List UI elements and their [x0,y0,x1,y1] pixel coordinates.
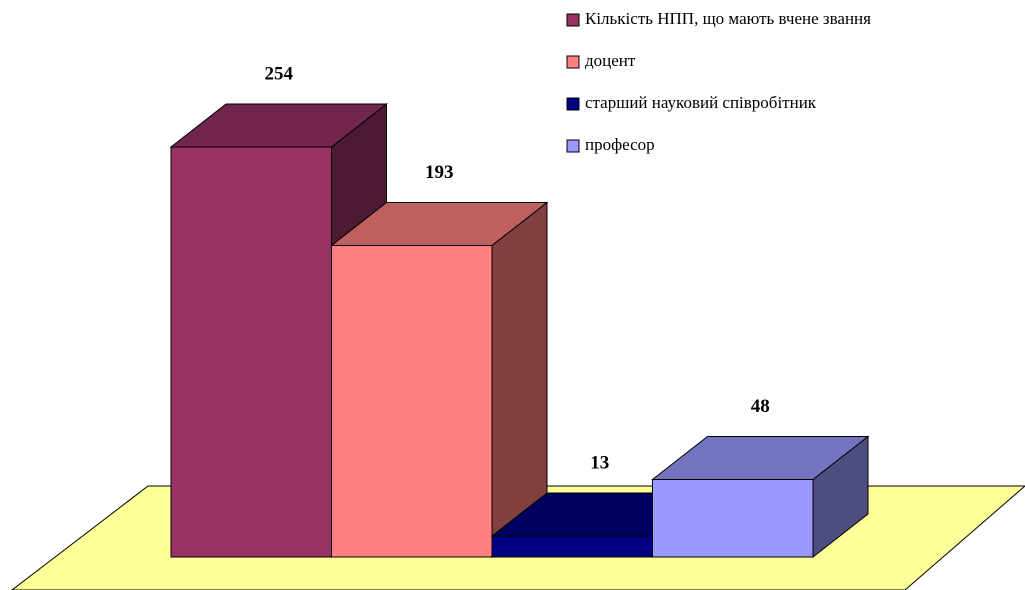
legend-swatch [566,139,580,153]
legend-swatch [566,13,580,27]
legend-label: старший науковий співробітник [585,93,817,112]
value-label: 254 [265,63,294,84]
bar [652,479,814,558]
legend-swatch [566,97,580,111]
value-label: 13 [590,452,609,473]
legend-swatch [566,55,580,69]
value-label: 193 [425,162,454,183]
bar [331,244,493,558]
legend-label: професор [585,135,655,154]
legend-label: Кількість НПП, що мають вчене звання [585,9,871,28]
value-label: 48 [751,396,770,417]
bar [491,535,653,558]
bar [170,146,332,558]
legend-label: доцент [585,51,636,70]
